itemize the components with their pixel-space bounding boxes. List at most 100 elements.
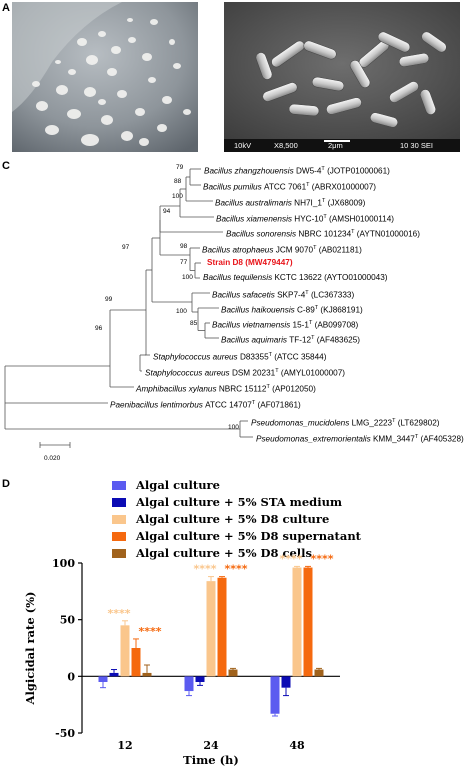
bacterium-rod xyxy=(389,81,419,103)
bacterium-rod xyxy=(398,53,430,67)
significance-label: **** xyxy=(310,552,333,565)
tree-leaf-label: Paenibacillus lentimorbus ATCC 14707T (A… xyxy=(110,398,301,411)
significance-label: **** xyxy=(138,625,161,638)
colony xyxy=(117,90,127,98)
tree-leaf-label: Bacillus atrophaeus JCM 9070T (AB021181) xyxy=(202,243,362,256)
bar xyxy=(109,672,119,677)
sem-magnification: X8,500 xyxy=(274,141,298,150)
legend-label: Algal culture xyxy=(136,478,220,492)
leaf-species: Bacillus sonorensis xyxy=(226,229,299,239)
bootstrap-value: 100 xyxy=(182,274,193,281)
colony xyxy=(107,68,117,76)
colony xyxy=(128,37,136,43)
colony xyxy=(32,81,40,87)
colony xyxy=(173,63,181,69)
colony xyxy=(77,38,87,46)
tree-leaf-label: Pseudomonas_mucidolens LMG_2223T (LT6298… xyxy=(251,416,439,429)
bar xyxy=(195,676,205,682)
x-tick-label: 48 xyxy=(289,739,305,752)
leaf-type-mark: T xyxy=(308,320,313,326)
tree-leaf-label: Staphylococcus aureus DSM 20231T (AMYL01… xyxy=(145,366,345,379)
leaf-species: Bacillus pumilus xyxy=(203,182,264,192)
leaf-accession: (JX68009) xyxy=(325,198,366,208)
bacterium-rod xyxy=(420,89,436,115)
tree-leaf-label: Bacillus pumilus ATCC 7061T (ABRX0100000… xyxy=(203,180,376,193)
leaf-strain: SKP7-4 xyxy=(277,290,306,300)
leaf-species: Bacillus zhangzhouensis xyxy=(204,166,296,176)
tree-leaf-label: Bacillus xiamenensis HYC-10T (AMSH010001… xyxy=(216,212,394,225)
leaf-accession: (LT629802) xyxy=(395,418,440,428)
tree-leaf-label: Bacillus safacetis SKP7-4T (LC367333) xyxy=(212,288,354,301)
bootstrap-value: 99 xyxy=(105,296,113,303)
bacterium-rod xyxy=(262,82,298,102)
leaf-type-mark: T xyxy=(305,290,309,296)
bar xyxy=(206,581,216,677)
tree-leaf-label: Bacillus australimaris NH7I_1T (JX68009) xyxy=(215,196,365,209)
leaf-species: Bacillus atrophaeus xyxy=(202,245,276,255)
leaf-strain: C-89 xyxy=(297,305,315,315)
bacterium-rod xyxy=(421,31,447,53)
leaf-strain: D83355 xyxy=(239,352,269,362)
bootstrap-value: 79 xyxy=(176,164,184,171)
leaf-type-mark: T xyxy=(275,368,279,374)
bootstrap-value: 97 xyxy=(122,244,130,251)
leaf-strain: JCM 9070 xyxy=(275,245,314,255)
y-tick-label: 50 xyxy=(60,614,76,627)
colony xyxy=(135,108,145,116)
legend-label: Algal culture + 5% STA medium xyxy=(136,495,343,509)
bar xyxy=(314,669,324,677)
leaf-species: Bacillus safacetis xyxy=(212,290,278,300)
legend-label: Algal culture + 5% D8 culture xyxy=(136,512,330,526)
bacterium-rod xyxy=(288,103,320,117)
bar xyxy=(217,577,227,677)
legend-swatch xyxy=(112,515,126,524)
tree-leaf-label: Amphibacillus xylanus NBRC 15112T (AP012… xyxy=(136,382,316,395)
leaf-strain: NBRC 15112 xyxy=(218,384,267,394)
leaf-type-mark: T xyxy=(314,305,319,311)
x-axis-title: Time (h) xyxy=(183,753,239,767)
leaf-accession: (AMYL01000007) xyxy=(278,368,346,378)
leaf-species: Bacillus haikouensis xyxy=(221,305,298,315)
panel-label-a: A xyxy=(2,2,10,14)
leaf-type-mark: T xyxy=(313,245,317,251)
leaf-accession: (AF405328) xyxy=(418,434,464,444)
bootstrap-value: 94 xyxy=(163,208,171,215)
bacterium-rod xyxy=(255,52,273,80)
tree-branches xyxy=(4,168,253,448)
panel-label-d: D xyxy=(2,478,10,490)
leaf-strain: TF-12 xyxy=(289,335,312,345)
bacterium-rod xyxy=(271,40,305,68)
bar xyxy=(303,567,313,677)
y-tick-label: 0 xyxy=(67,670,75,683)
leaf-type-mark: T xyxy=(268,352,272,358)
leaf-accession: (ABRX01000007) xyxy=(309,182,376,192)
bootstrap-value: 100 xyxy=(176,308,187,315)
tree-leaf-label: Strain D8 (MW479447) xyxy=(207,258,293,268)
colony xyxy=(111,46,121,54)
colony xyxy=(183,109,191,115)
leaf-accession: (AYTO01000043) xyxy=(321,273,388,282)
sem-code: 10 30 SEI xyxy=(400,141,433,150)
sem-info-bar: 10kV X8,500 2μm 10 30 SEI xyxy=(224,139,460,152)
leaf-strain: KCTC 13622 xyxy=(274,273,322,282)
tree-leaf-label: Bacillus aquimaris TF-12T (AF483625) xyxy=(221,333,360,346)
leaf-accession: (AF071861) xyxy=(255,400,301,410)
tree-leaf-label: Bacillus vietnamensis 15-1T (AB099708) xyxy=(212,318,358,331)
leaf-strain: HYC-10 xyxy=(294,214,324,224)
colony xyxy=(169,39,175,45)
leaf-strain: NBRC 101234 xyxy=(298,229,352,239)
leaf-accession: (LC367333) xyxy=(308,290,355,300)
tree-leaf-label: Pseudomonas_extremorientalis KMM_3447T (… xyxy=(256,432,464,445)
leaf-accession: (AP012050) xyxy=(269,384,316,394)
leaf-strain: DW5-4 xyxy=(295,166,322,176)
tree-scale-label: 0.020 xyxy=(44,455,61,462)
colony xyxy=(86,55,98,65)
y-tick-label: 100 xyxy=(52,557,75,570)
leaf-species: Amphibacillus xylanus xyxy=(136,384,219,394)
leaf-accession: (KJ868191) xyxy=(318,305,363,315)
leaf-type-mark: T xyxy=(323,214,327,220)
colony xyxy=(36,101,48,111)
colony xyxy=(150,19,158,25)
bacterium-rod xyxy=(349,60,371,88)
bar xyxy=(98,676,108,682)
